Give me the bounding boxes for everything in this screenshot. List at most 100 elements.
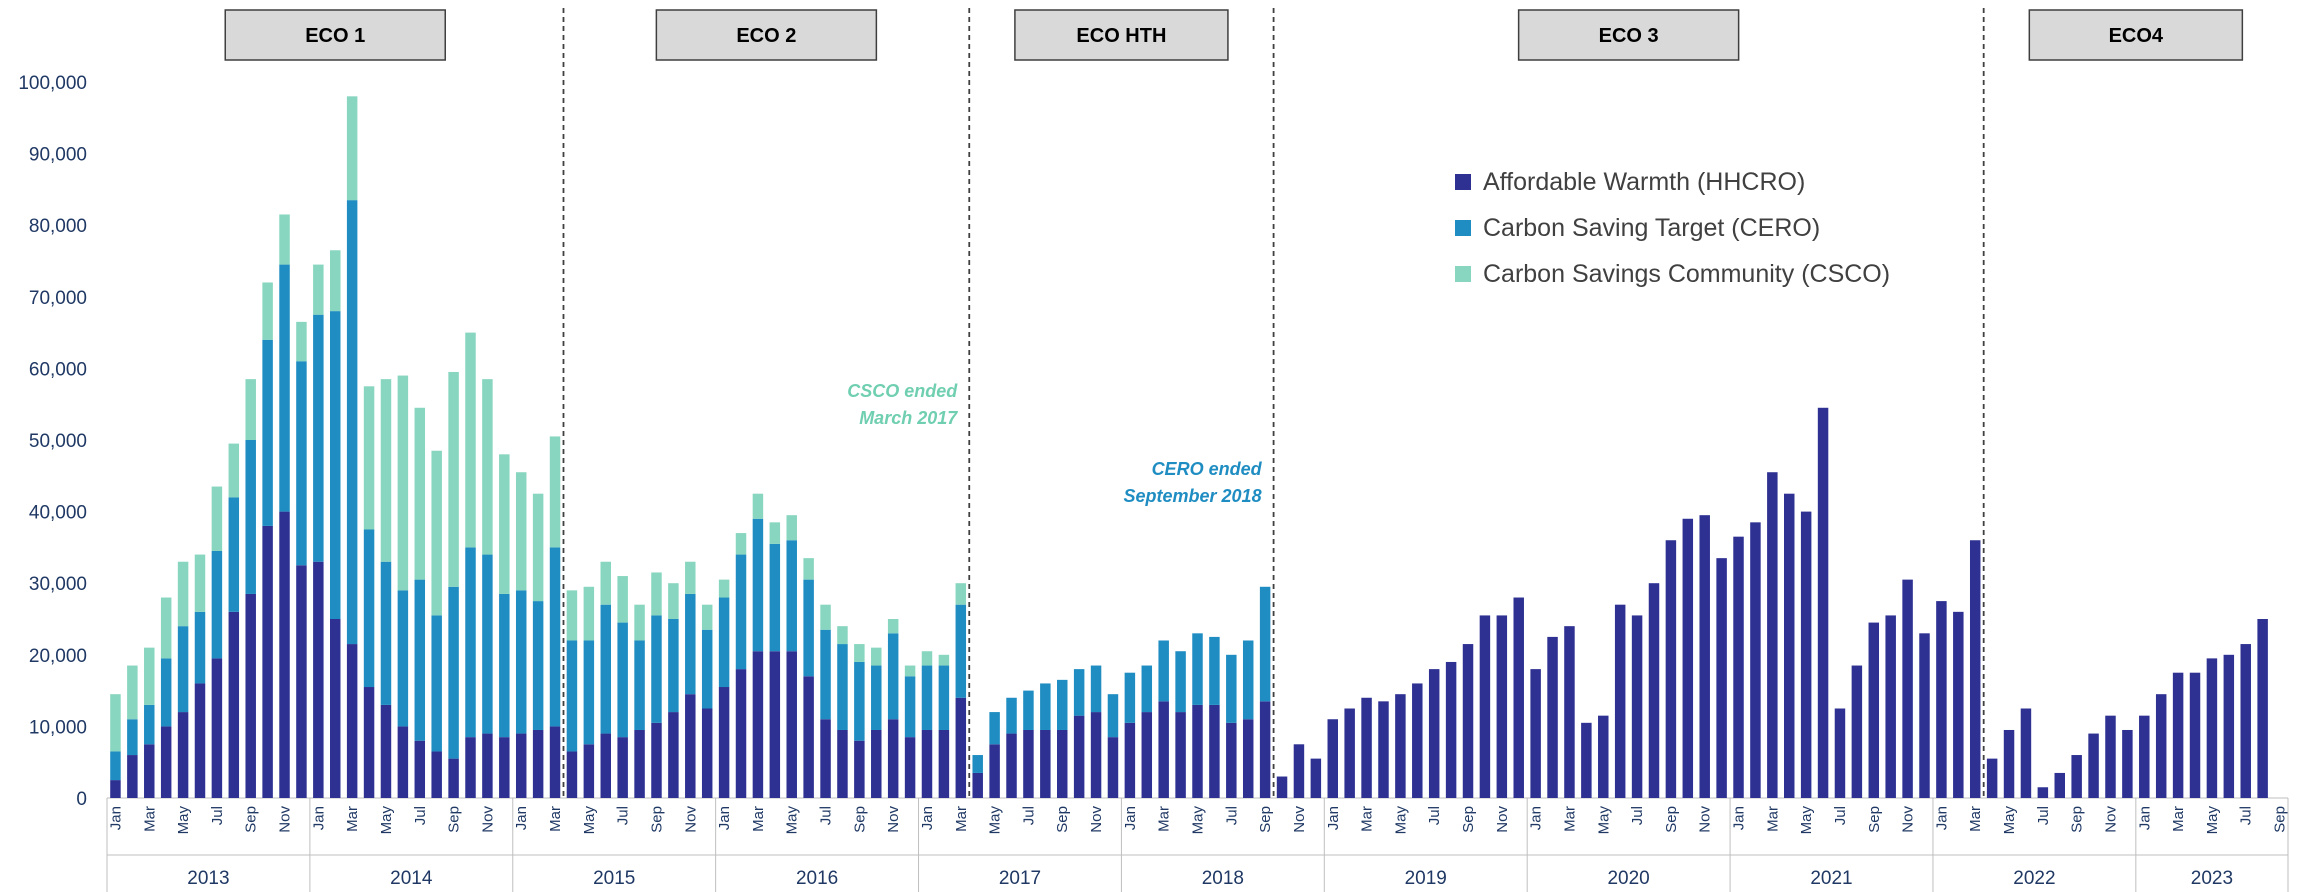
bar-segment-cero: [786, 540, 797, 652]
bar-segment-hhcro: [600, 733, 611, 798]
bar-segment-hhcro: [1834, 708, 1846, 798]
bar-segment-cero: [820, 629, 831, 720]
bar-segment-hhcro: [1141, 712, 1153, 798]
year-label: 2018: [1202, 868, 1244, 889]
bar-segment-hhcro: [211, 658, 223, 798]
bar-segment-cero: [634, 640, 645, 730]
bar-segment-hhcro: [1479, 615, 1491, 798]
month-tick-label: Jan: [1528, 806, 1545, 830]
month-tick-label: Nov: [1088, 806, 1105, 833]
month-tick-label: Nov: [277, 806, 294, 833]
bar-segment-hhcro: [1496, 615, 1508, 798]
bar-segment-hhcro: [1631, 615, 1643, 798]
month-tick-label: Sep: [1663, 806, 1680, 833]
month-tick-label: May: [1190, 806, 1207, 835]
bar-segment-csco: [279, 214, 290, 265]
bar-segment-hhcro: [2071, 755, 2082, 798]
bar-segment-hhcro: [1817, 407, 1829, 798]
bar-segment-hhcro: [515, 733, 527, 798]
bar-segment-cero: [532, 601, 544, 730]
bar-segment-hhcro: [1953, 611, 1964, 798]
legend-background: [1435, 150, 1955, 300]
bar-segment-hhcro: [1665, 540, 1677, 798]
bar-segment-csco: [735, 533, 747, 555]
year-label: 2015: [593, 868, 635, 889]
bar-segment-csco: [837, 626, 848, 645]
y-tick-label: 40,000: [29, 503, 87, 524]
month-tick-label: Nov: [1494, 806, 1511, 833]
month-tick-label: Jan: [1933, 806, 1950, 830]
bar-segment-hhcro: [583, 744, 595, 798]
bar-segment-csco: [668, 583, 679, 619]
bar-segment-cero: [904, 676, 916, 738]
bar-segment-hhcro: [718, 687, 730, 798]
bar-segment-csco: [685, 561, 696, 594]
bar-segment-cero: [955, 604, 967, 698]
bar-segment-hhcro: [2223, 654, 2235, 798]
bar-segment-hhcro: [245, 593, 256, 798]
month-tick-label: Jan: [310, 806, 327, 830]
bar-segment-cero: [228, 497, 240, 612]
bar-segment-cero: [1242, 640, 1254, 720]
bar-segment-hhcro: [465, 737, 476, 798]
bar-segment-cero: [1141, 665, 1153, 713]
bar-segment-hhcro: [2020, 708, 2032, 798]
bar-segment-hhcro: [532, 729, 544, 798]
bar-segment-hhcro: [262, 525, 273, 798]
month-tick-label: Mar: [344, 806, 361, 832]
bar-segment-cero: [668, 619, 679, 713]
bar-segment-hhcro: [1090, 712, 1102, 798]
bar-segment-hhcro: [1614, 604, 1626, 798]
bar-segment-hhcro: [887, 719, 899, 798]
year-label: 2022: [2013, 868, 2055, 889]
bar-segment-hhcro: [448, 758, 459, 798]
bar-segment-csco: [448, 371, 459, 587]
legend-label: Carbon Savings Community (CSCO): [1483, 260, 1890, 288]
bar-segment-csco: [482, 379, 493, 555]
bar-segment-cero: [431, 615, 442, 752]
bar-segment-cero: [1124, 672, 1136, 723]
bar-segment-hhcro: [431, 751, 442, 798]
bar-segment-hhcro: [482, 733, 493, 798]
bar-segment-cero: [887, 633, 899, 720]
bar-segment-cero: [296, 361, 307, 566]
bar-segment-hhcro: [1699, 515, 1710, 798]
bar-segment-cero: [1090, 665, 1102, 713]
bar-segment-cero: [515, 590, 527, 734]
month-tick-label: Jul: [2238, 806, 2255, 825]
phase-box: [224, 9, 446, 61]
bar-segment-hhcro: [752, 651, 764, 798]
bar-segment-hhcro: [127, 755, 138, 798]
month-tick-label: Jul: [209, 806, 226, 825]
annotation-text: CERO ended: [1152, 459, 1263, 479]
month-tick-label: Jul: [1426, 806, 1443, 825]
bar-segment-csco: [177, 561, 189, 627]
bar-segment-hhcro: [194, 683, 206, 798]
bar-segment-hhcro: [668, 712, 679, 798]
bar-segment-csco: [718, 579, 730, 598]
legend-label: Affordable Warmth (HHCRO): [1483, 168, 1805, 196]
bar-segment-hhcro: [2088, 733, 2099, 798]
bar-segment-hhcro: [2105, 715, 2116, 798]
bar-segment-csco: [431, 450, 442, 616]
phase-label: ECO 2: [736, 25, 796, 47]
bar-segment-csco: [211, 486, 223, 551]
phase-box: [1014, 9, 1229, 61]
bar-segment-csco: [752, 493, 764, 519]
bar-segment-hhcro: [735, 669, 747, 798]
bar-segment-hhcro: [1006, 733, 1017, 798]
month-tick-label: Jul: [412, 806, 429, 825]
month-tick-label: Jan: [1122, 806, 1139, 830]
month-tick-label: Mar: [141, 806, 158, 832]
bar-segment-hhcro: [499, 737, 510, 798]
month-tick-label: May: [1595, 806, 1612, 835]
bar-segment-hhcro: [904, 737, 916, 798]
month-tick-label: May: [1798, 806, 1815, 835]
bar-segment-cero: [330, 311, 341, 619]
bar-segment-cero: [651, 615, 662, 723]
year-label: 2019: [1405, 868, 1447, 889]
year-label: 2013: [187, 868, 229, 889]
bar-segment-hhcro: [2139, 715, 2150, 798]
year-label: 2016: [796, 868, 838, 889]
y-tick-label: 60,000: [29, 359, 87, 380]
